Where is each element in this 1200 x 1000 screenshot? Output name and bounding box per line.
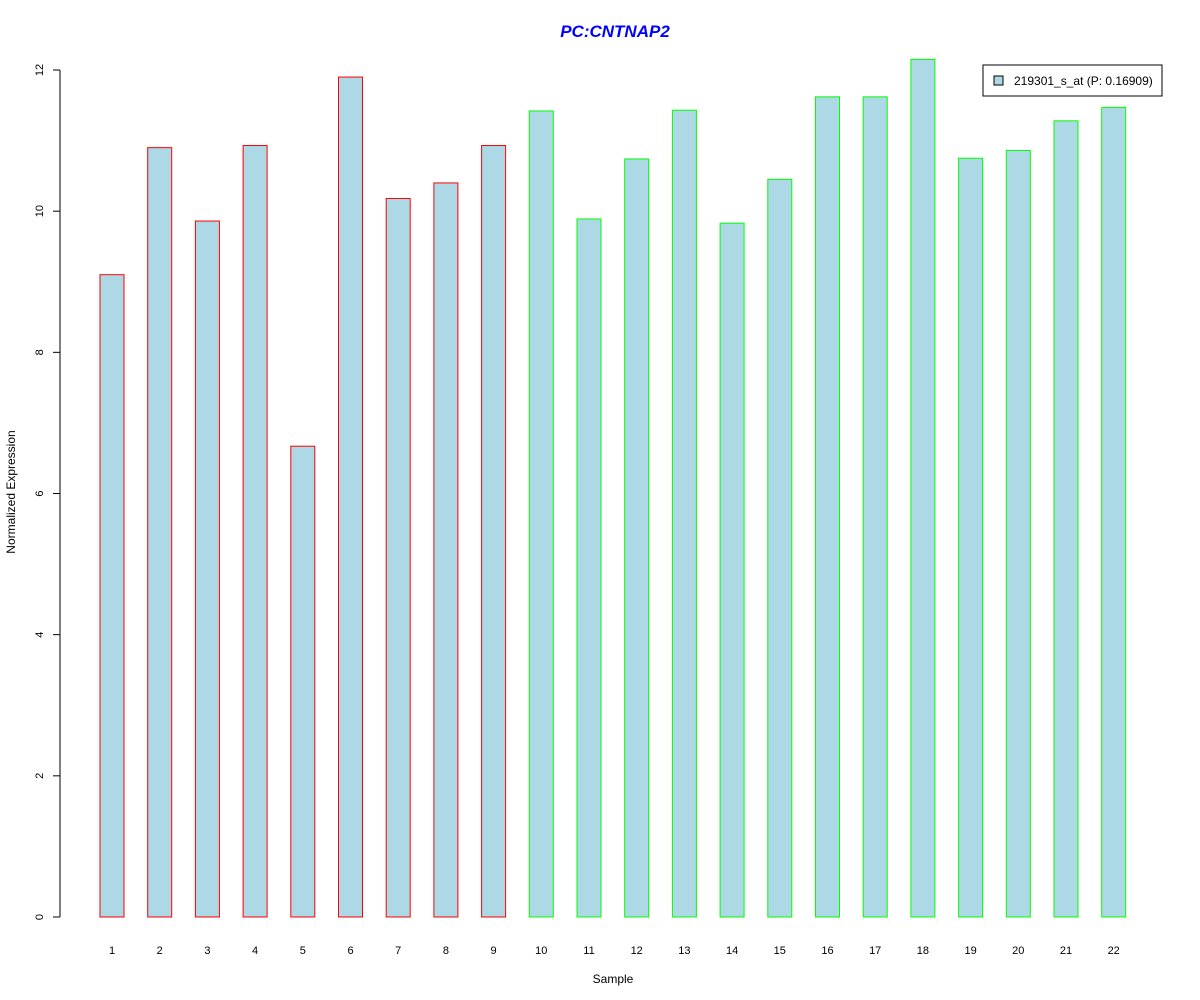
- legend-swatch: [993, 75, 1004, 86]
- bar-sample-9: [481, 145, 507, 918]
- x-tick-label-18: 18: [917, 945, 929, 957]
- bar-sample-16: [815, 96, 840, 918]
- y-tick-label: 2: [34, 773, 46, 779]
- y-tick-label: 8: [34, 349, 46, 355]
- y-tick-label: 0: [34, 914, 46, 920]
- x-tick-label-1: 1: [109, 945, 115, 957]
- bar-sample-2: [147, 147, 173, 918]
- x-tick-label-10: 10: [535, 945, 547, 957]
- bar-sample-13: [671, 109, 697, 918]
- x-tick-label-7: 7: [395, 945, 401, 957]
- x-tick-label-12: 12: [631, 945, 643, 957]
- x-tick-label-11: 11: [583, 945, 594, 957]
- x-tick-label-21: 21: [1060, 945, 1072, 957]
- bar-sample-1: [99, 274, 125, 918]
- y-tick-label: 6: [34, 490, 46, 496]
- x-tick-label-8: 8: [443, 945, 449, 957]
- axis-labels: Sample Normalized Expression: [4, 430, 634, 986]
- x-axis-label: Sample: [593, 972, 634, 986]
- legend: 219301_s_at (P: 0.16909): [982, 64, 1163, 97]
- y-axis-label: Normalized Expression: [4, 430, 18, 553]
- x-tick-label-16: 16: [821, 945, 833, 957]
- x-tick-label-3: 3: [204, 945, 210, 957]
- y-axis: 0 2 4 6 8 10 12: [34, 64, 61, 920]
- bar-sample-12: [624, 158, 650, 918]
- bar-sample-8: [433, 182, 459, 918]
- y-tick-label: 10: [34, 205, 46, 217]
- bar-sample-15: [767, 178, 793, 918]
- bar-sample-14: [719, 222, 745, 918]
- x-tick-label-20: 20: [1012, 945, 1024, 957]
- chart-title-group: PC:CNTNAP2: [560, 22, 670, 41]
- bars: [99, 58, 1127, 918]
- bar-sample-22: [1101, 106, 1127, 918]
- bar-sample-6: [338, 76, 363, 918]
- x-tick-label-19: 19: [964, 945, 976, 957]
- x-tick-label-2: 2: [157, 945, 163, 957]
- x-tick-label-15: 15: [774, 945, 786, 957]
- bar-sample-18: [910, 58, 936, 918]
- bar-sample-4: [242, 145, 268, 918]
- y-tick-label: 12: [34, 64, 46, 76]
- x-tick-label-5: 5: [300, 945, 306, 957]
- x-tick-label-13: 13: [678, 945, 690, 957]
- x-tick-label-17: 17: [869, 945, 881, 957]
- bar-sample-21: [1053, 120, 1079, 918]
- bar-sample-10: [528, 110, 554, 918]
- y-tick-label: 4: [34, 632, 46, 638]
- bar-sample-11: [576, 218, 602, 918]
- x-tick-label-4: 4: [252, 945, 258, 957]
- chart-title: PC:CNTNAP2: [560, 22, 670, 41]
- bar-sample-5: [290, 445, 316, 918]
- bar-sample-7: [385, 197, 411, 918]
- legend-label: 219301_s_at (P: 0.16909): [1014, 74, 1153, 88]
- x-tick-label-14: 14: [726, 945, 738, 957]
- bar-sample-17: [862, 96, 888, 918]
- x-tick-label-6: 6: [347, 945, 353, 957]
- x-tick-label-22: 22: [1108, 945, 1120, 957]
- x-tick-label-9: 9: [491, 945, 497, 957]
- bar-sample-20: [1005, 149, 1031, 918]
- bar-sample-19: [958, 157, 984, 918]
- legend-box: [982, 64, 1163, 97]
- x-tick-labels: 1 2 3 4 5 6 7 8 9 10 11 12 13 14 15 16 17 18 19 20 21 22: [109, 945, 1120, 957]
- bar-sample-3: [194, 220, 220, 918]
